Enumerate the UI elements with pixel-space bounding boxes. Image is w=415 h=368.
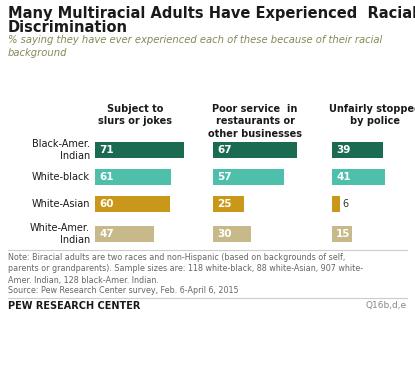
FancyBboxPatch shape bbox=[332, 196, 340, 212]
FancyBboxPatch shape bbox=[332, 226, 352, 242]
Text: 30: 30 bbox=[217, 229, 232, 239]
FancyBboxPatch shape bbox=[95, 169, 171, 185]
Text: 6: 6 bbox=[343, 199, 349, 209]
FancyBboxPatch shape bbox=[213, 142, 297, 158]
Text: Discrimination: Discrimination bbox=[8, 20, 128, 35]
FancyBboxPatch shape bbox=[332, 142, 383, 158]
FancyBboxPatch shape bbox=[95, 142, 184, 158]
Text: 67: 67 bbox=[217, 145, 232, 155]
Text: 60: 60 bbox=[99, 199, 113, 209]
Text: Source: Pew Research Center survey, Feb. 6-April 6, 2015: Source: Pew Research Center survey, Feb.… bbox=[8, 286, 239, 295]
FancyBboxPatch shape bbox=[95, 226, 154, 242]
Text: 39: 39 bbox=[336, 145, 350, 155]
FancyBboxPatch shape bbox=[213, 196, 244, 212]
Text: Unfairly stopped
by police: Unfairly stopped by police bbox=[329, 104, 415, 126]
Text: White-black: White-black bbox=[32, 172, 90, 182]
FancyBboxPatch shape bbox=[332, 169, 385, 185]
Text: Q16b,d,e: Q16b,d,e bbox=[366, 301, 407, 310]
Text: Many Multiracial Adults Have Experienced  Racial: Many Multiracial Adults Have Experienced… bbox=[8, 6, 415, 21]
FancyBboxPatch shape bbox=[95, 196, 170, 212]
Text: 71: 71 bbox=[99, 145, 114, 155]
Text: % saying they have ever experienced each of these because of their racial
backgr: % saying they have ever experienced each… bbox=[8, 35, 382, 58]
Text: 41: 41 bbox=[336, 172, 351, 182]
Text: White-Asian: White-Asian bbox=[32, 199, 90, 209]
Text: Note: Biracial adults are two races and non-Hispanic (based on backgrounds of se: Note: Biracial adults are two races and … bbox=[8, 253, 363, 285]
Text: Black-Amer.
Indian: Black-Amer. Indian bbox=[32, 139, 90, 161]
Text: White-Amer.
Indian: White-Amer. Indian bbox=[30, 223, 90, 245]
Text: 57: 57 bbox=[217, 172, 232, 182]
FancyBboxPatch shape bbox=[213, 226, 251, 242]
FancyBboxPatch shape bbox=[213, 169, 284, 185]
Text: 25: 25 bbox=[217, 199, 232, 209]
Text: 61: 61 bbox=[99, 172, 113, 182]
Text: 15: 15 bbox=[336, 229, 351, 239]
Text: 47: 47 bbox=[99, 229, 114, 239]
Text: Subject to
slurs or jokes: Subject to slurs or jokes bbox=[98, 104, 172, 126]
Text: Poor service  in
restaurants or
other businesses: Poor service in restaurants or other bus… bbox=[208, 104, 302, 139]
Text: PEW RESEARCH CENTER: PEW RESEARCH CENTER bbox=[8, 301, 140, 311]
